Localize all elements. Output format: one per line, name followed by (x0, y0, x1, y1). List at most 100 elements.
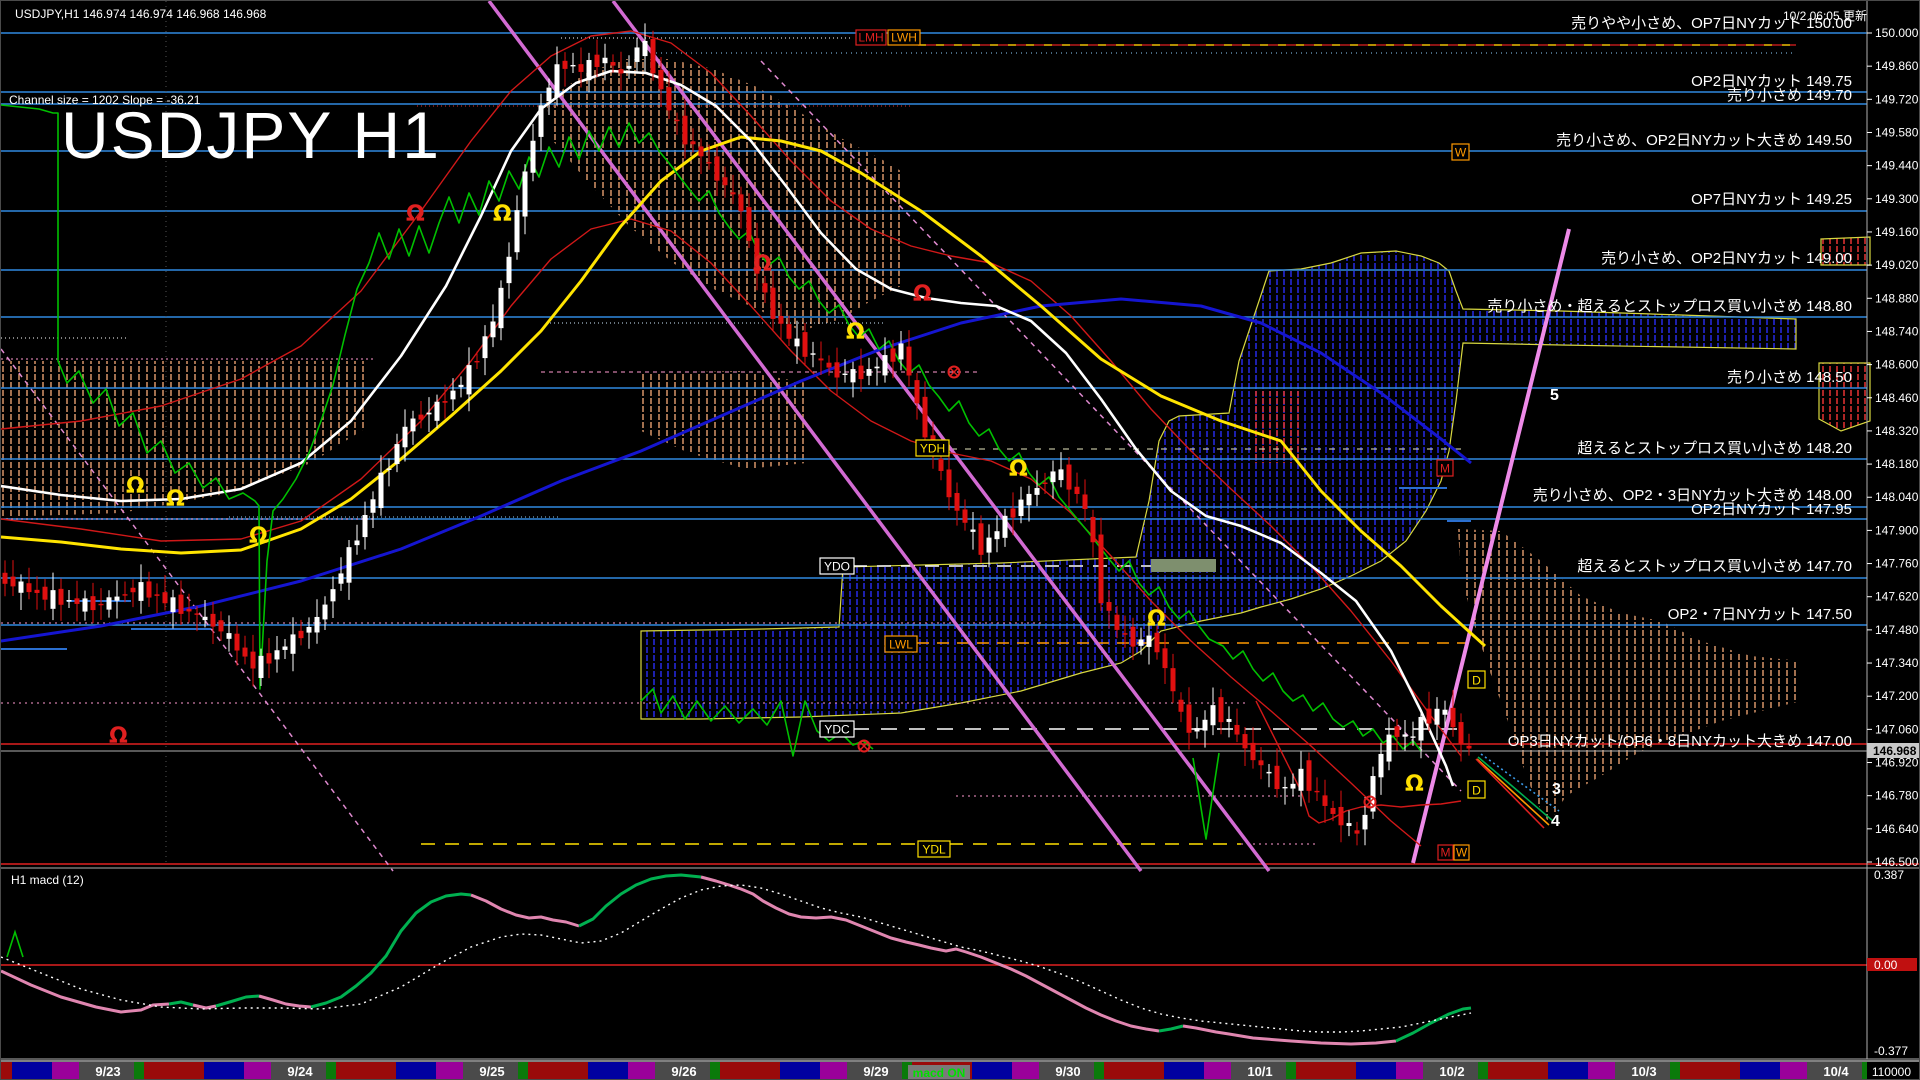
cloud-br-salmon (1458, 529, 1801, 823)
trend-lines[interactable] (1, 1, 1571, 873)
macd-tick: 0.00 (1874, 958, 1898, 972)
pivot-label-m: M (1441, 846, 1451, 860)
price-tick: 146.920 (1875, 756, 1919, 770)
wave-count-number: 5 (1550, 387, 1559, 404)
pivot-label-ydh: YDH (920, 442, 945, 456)
macd-tick: -0.377 (1874, 1044, 1908, 1058)
order-note: 売り小さめ・超えるとストップロス買い小さめ 148.80 (1487, 298, 1852, 315)
order-annotations: 売りやや小さめ、OP7日NYカット 150.00 OP2日NYカット 149.75… (1487, 15, 1852, 750)
date-tick[interactable]: 9/24 (287, 1064, 313, 1079)
price-tick: 147.340 (1875, 656, 1919, 670)
corner-counter: 110000 (1871, 1065, 1911, 1079)
order-note: 売り小さめ、OP2日NYカット大きめ 149.50 (1556, 132, 1852, 149)
date-tick[interactable]: 9/25 (479, 1064, 504, 1079)
price-tick: 146.640 (1875, 822, 1919, 836)
order-note: 売り小さめ、OP2日NYカット 149.00 (1601, 250, 1852, 267)
date-tick[interactable]: 10/1 (1247, 1064, 1272, 1079)
op-level-lines (1, 1, 1919, 869)
macd-indicator (1, 873, 1919, 1060)
violet-dash-a[interactable] (760, 60, 1462, 792)
pivot-label-w: W (1455, 146, 1467, 160)
cloud-top-salmon (546, 59, 901, 331)
price-tick: 146.500 (1875, 855, 1919, 869)
price-tick: 149.860 (1875, 59, 1919, 73)
purple-channel-a[interactable] (487, 1, 1143, 873)
macd-tick: 0.387 (1874, 868, 1904, 882)
pivot-label-lmh: LMH (858, 31, 883, 45)
omega-signal-icon: Ω (166, 487, 185, 512)
purple-channel-b[interactable] (611, 1, 1271, 873)
price-tick: 148.740 (1875, 324, 1919, 338)
pivot-label-m: M (1440, 462, 1450, 476)
order-note: 売り小さめ、OP2・3日NYカット大きめ 148.00 (1533, 487, 1852, 504)
pink-rising[interactable] (1411, 228, 1571, 864)
price-tick: 147.620 (1875, 590, 1919, 604)
red-lower (1, 218, 1422, 847)
order-note: 売りやや小さめ、OP7日NYカット 150.00 (1571, 15, 1852, 32)
price-tick: 147.760 (1875, 557, 1919, 571)
omega-signal-icon: Ω (1009, 457, 1028, 482)
cloud-mid-salmon (641, 371, 807, 469)
order-note: 超えるとストップロス買い小さめ 147.70 (1577, 558, 1852, 575)
yellow-ma (1, 135, 1487, 648)
omega-signal-icon: Ω (1147, 607, 1166, 632)
price-tick: 148.320 (1875, 424, 1919, 438)
cloud-mid-red (1251, 391, 1303, 463)
date-tick[interactable]: 10/4 (1823, 1064, 1849, 1079)
date-tick[interactable]: 10/2 (1439, 1064, 1464, 1079)
order-note: OP3日NYカット/OP6・8日NYカット大きめ 147.00 (1508, 733, 1852, 750)
date-tick[interactable]: 9/29 (863, 1064, 888, 1079)
pivot-label-ydo: YDO (824, 560, 850, 574)
pivot-label-lwh: LWH (891, 31, 917, 45)
cloud-big-blue (640, 250, 1797, 720)
violet-dash-b[interactable] (1, 348, 394, 872)
symbol-ohlc-readout: USDJPY,H1 146.974 146.974 146.968 146.96… (15, 7, 267, 21)
candlesticks (2, 23, 1472, 846)
price-tick: 147.900 (1875, 523, 1919, 537)
omega-signal-icon: Ω (109, 724, 128, 749)
omega-signal-icon: Ω (913, 282, 932, 307)
price-tick: 149.300 (1875, 192, 1919, 206)
time-axis[interactable]: 9/23 9/24 9/25 9/26 9/29 9/30 10/1 10/2 10/3 10/4 (1, 1060, 1920, 1080)
price-tick: 147.200 (1875, 689, 1919, 703)
pivot-label-d: D (1472, 784, 1481, 798)
price-axis[interactable]: 150.000 149.860 149.720 149.580 149.440 149.3… (1866, 1, 1919, 1059)
update-timestamp: 10/2 06:05 更新 (1782, 9, 1867, 23)
pivot-label-d: D (1472, 674, 1481, 688)
date-tick[interactable]: 9/30 (1055, 1064, 1080, 1079)
order-note: 売り小さめ 149.70 (1727, 87, 1852, 104)
cloud-right-red-b (1818, 362, 1871, 432)
date-tick[interactable]: 9/26 (671, 1064, 696, 1079)
order-note: OP7日NYカット 149.25 (1691, 191, 1852, 208)
indicator-lines (1, 30, 1487, 847)
wave-count-number: 3 (1552, 781, 1561, 798)
price-tick: 148.600 (1875, 358, 1919, 372)
date-tick[interactable]: 9/23 (95, 1064, 120, 1079)
order-note: OP2・7日NYカット 147.50 (1668, 606, 1852, 623)
price-tick: 148.040 (1875, 490, 1919, 504)
pivot-label-w: W (1456, 846, 1468, 860)
green-vee (1192, 752, 1220, 840)
price-tick: 149.720 (1875, 92, 1919, 106)
price-tick: 147.480 (1875, 623, 1919, 637)
current-price-badge: 146.968 (1873, 744, 1917, 758)
date-tick[interactable]: 10/3 (1631, 1064, 1656, 1079)
green-zigzag (1, 104, 1422, 752)
price-tick: 149.020 (1875, 258, 1919, 272)
order-note: OP2日NYカット 147.95 (1691, 501, 1852, 518)
price-tick: 150.000 (1875, 26, 1919, 40)
omega-signal-icon: Ω (493, 202, 512, 227)
channel-info-text: Channel size = 1202 Slope = -36.21 (9, 93, 201, 107)
omega-signal-icon: Ω (846, 320, 865, 345)
price-tick: 147.060 (1875, 722, 1919, 736)
omega-signal-icon: Ω (126, 474, 145, 499)
red-upper (1, 30, 1462, 757)
macd-on-badge[interactable]: macd ON (908, 1065, 970, 1079)
symbol-watermark: USDJPY H1 (61, 98, 441, 172)
omega-signal-icon: Ω (1405, 772, 1424, 797)
pivot-label-lwl: LWL (889, 638, 913, 652)
macd-panel-label: H1 macd (12) (11, 873, 84, 887)
pivot-label-ydl: YDL (922, 843, 946, 857)
